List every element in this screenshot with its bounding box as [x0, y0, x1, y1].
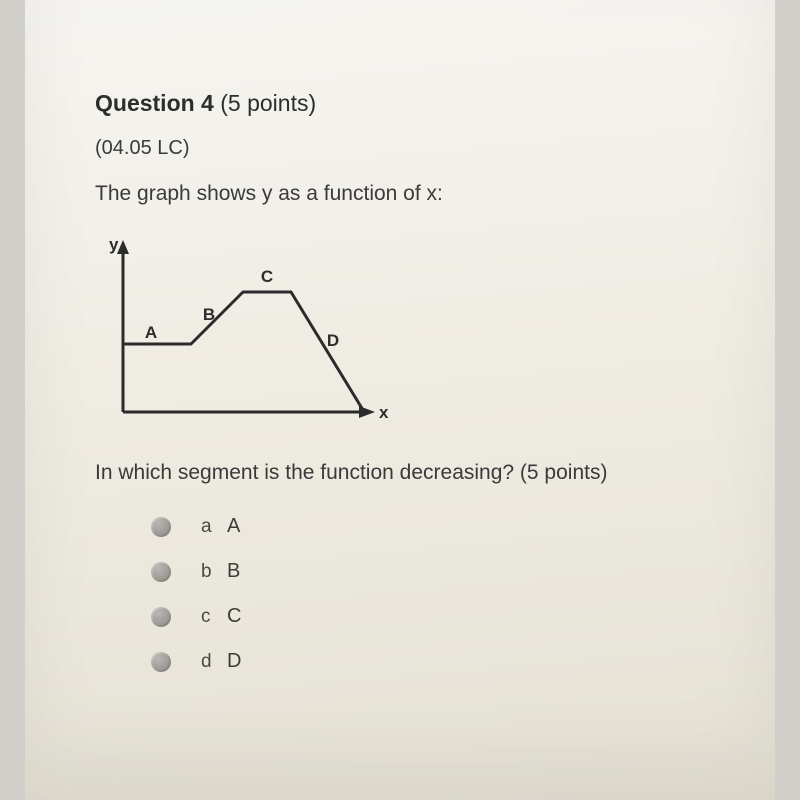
choice-b[interactable]: b B [151, 560, 705, 583]
x-axis-label: x [379, 403, 389, 422]
question-code: (04.05 LC) [95, 137, 705, 160]
choice-letter: a [171, 516, 227, 538]
y-axis-arrow [117, 240, 129, 254]
question-points: (5 points) [214, 90, 316, 116]
radio-icon[interactable] [151, 607, 171, 627]
question-stem: The graph shows y as a function of x: [95, 182, 705, 206]
choice-letter: d [171, 651, 227, 673]
function-curve [123, 292, 363, 410]
choice-d[interactable]: d D [151, 650, 705, 673]
question-subprompt: In which segment is the function decreas… [95, 461, 705, 485]
choice-text: B [227, 560, 240, 583]
segment-label-d: D [327, 331, 339, 350]
choice-text: A [227, 515, 240, 538]
question-card: Question 4 (5 points) (04.05 LC) The gra… [25, 0, 775, 800]
choice-letter: b [171, 561, 227, 583]
answer-choices: a A b B c C d D [95, 515, 705, 673]
y-axis-label: y [109, 235, 119, 254]
choice-text: C [227, 605, 241, 628]
segment-label-c: C [261, 267, 273, 286]
question-number: Question 4 [95, 90, 214, 116]
choice-c[interactable]: c C [151, 605, 705, 628]
segment-label-b: B [203, 305, 215, 324]
choice-a[interactable]: a A [151, 515, 705, 538]
graph-figure: y x A B C D [95, 232, 705, 437]
question-title: Question 4 (5 points) [95, 90, 705, 117]
function-graph-svg: y x A B C D [95, 232, 395, 432]
choice-text: D [227, 650, 241, 673]
radio-icon[interactable] [151, 517, 171, 537]
choice-letter: c [171, 606, 227, 628]
radio-icon[interactable] [151, 562, 171, 582]
segment-label-a: A [145, 323, 157, 342]
radio-icon[interactable] [151, 652, 171, 672]
